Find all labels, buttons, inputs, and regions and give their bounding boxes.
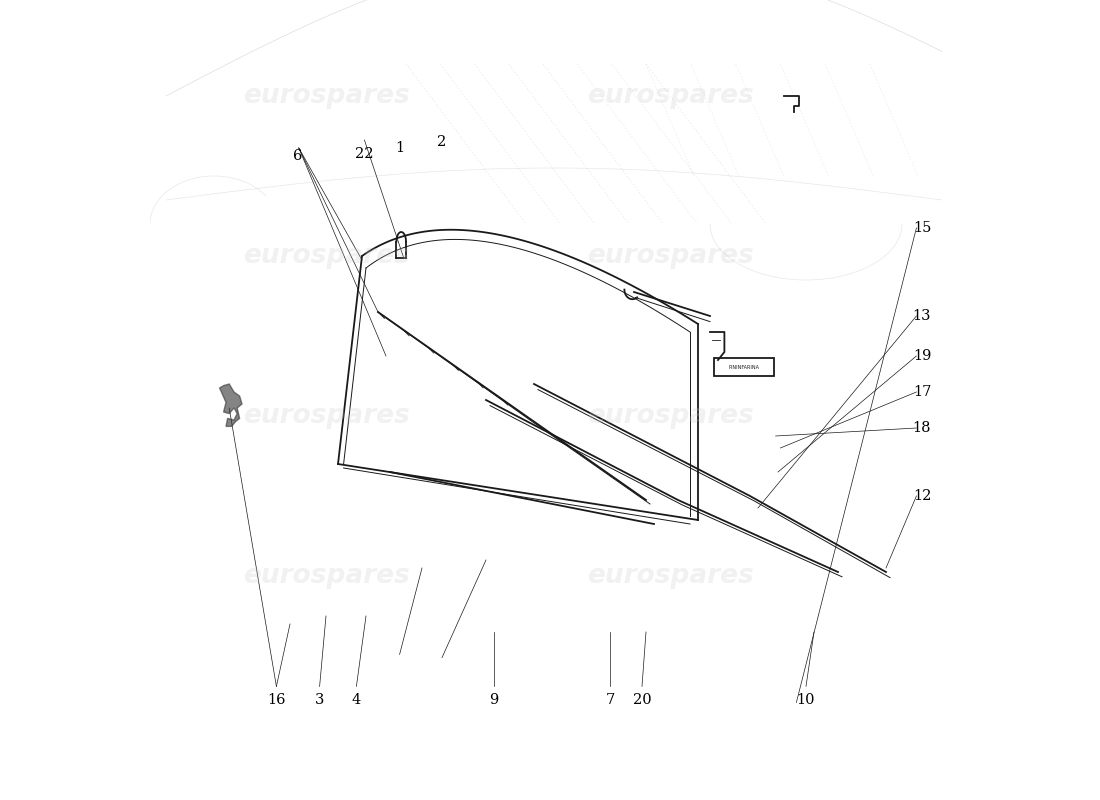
- Text: 10: 10: [796, 693, 815, 707]
- Text: 17: 17: [913, 385, 932, 399]
- Text: 7: 7: [605, 693, 615, 707]
- Text: 1: 1: [395, 141, 404, 155]
- Text: 6: 6: [294, 149, 302, 163]
- Text: eurospares: eurospares: [586, 243, 754, 269]
- Text: PININFARINA: PININFARINA: [728, 365, 759, 370]
- Text: 19: 19: [913, 349, 932, 363]
- Text: eurospares: eurospares: [586, 403, 754, 429]
- Text: eurospares: eurospares: [243, 83, 409, 109]
- Text: 3: 3: [315, 693, 324, 707]
- Text: eurospares: eurospares: [243, 563, 409, 589]
- Text: 2: 2: [438, 135, 447, 150]
- Text: 18: 18: [913, 421, 932, 435]
- Text: eurospares: eurospares: [243, 403, 409, 429]
- Text: 9: 9: [490, 693, 498, 707]
- Text: 15: 15: [913, 221, 932, 235]
- Text: 16: 16: [267, 693, 286, 707]
- Text: 4: 4: [352, 693, 361, 707]
- Text: 12: 12: [913, 489, 932, 503]
- Text: eurospares: eurospares: [243, 243, 409, 269]
- Polygon shape: [220, 384, 242, 426]
- Text: 13: 13: [913, 309, 932, 323]
- Text: 22: 22: [355, 146, 374, 161]
- Text: eurospares: eurospares: [586, 563, 754, 589]
- Bar: [714, 358, 774, 376]
- Text: 20: 20: [632, 693, 651, 707]
- Text: eurospares: eurospares: [586, 83, 754, 109]
